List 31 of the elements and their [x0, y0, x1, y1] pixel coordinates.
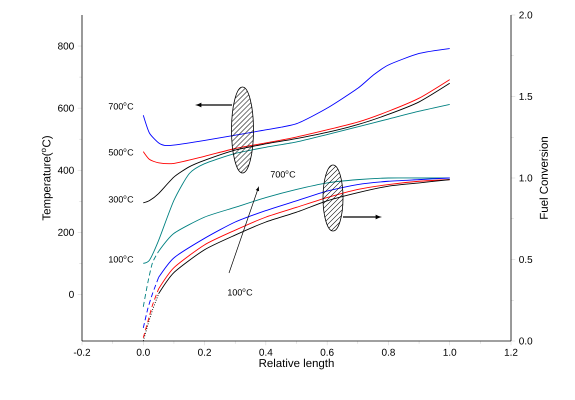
annotation: 100$^{o}$C: [109, 255, 134, 263]
x-tick-label: 0.0: [136, 348, 150, 356]
line-series: [142, 82, 450, 204]
x-tick-label: 1.2: [504, 348, 518, 356]
line-series: [142, 79, 450, 164]
line-series: [142, 48, 450, 146]
y2-tick-label: 1.0: [520, 174, 532, 182]
y2-tick-label: 0.0: [519, 337, 532, 345]
annotation: 700$^{o}$C: [108, 102, 134, 110]
y2-axis-title: Fuel Conversion: [539, 137, 548, 219]
y-tick-label: 800: [58, 42, 74, 50]
x-tick-label: -0.2: [74, 348, 90, 356]
y-tick-label: 200: [58, 228, 74, 236]
y2-tick-label: 2.0: [519, 11, 532, 19]
annotation: 700$^{o}$C: [270, 170, 296, 178]
y-axis-title: Temperature($^{o}$C): [42, 136, 53, 220]
annotation: 100$^{o}$C: [228, 288, 252, 296]
y2-tick-label: 0.5: [519, 256, 532, 264]
y-tick-label: 0: [69, 290, 74, 298]
y-tick-label: 400: [58, 166, 74, 174]
line-series: [142, 104, 450, 264]
y-tick-label: 600: [58, 104, 74, 112]
x-tick-label: 1.0: [444, 348, 456, 356]
y2-tick-label: 1.5: [520, 93, 532, 100]
x-axis-title: Relative length: [260, 358, 334, 370]
x-tick-label: 0.8: [382, 348, 395, 356]
annotation: 500$^{o}$C: [108, 148, 134, 156]
x-tick-label: 0.6: [320, 348, 334, 356]
x-tick-label: 0.4: [259, 348, 272, 356]
x-tick-label: 0.2: [198, 348, 212, 356]
annotation: 300$^{o}$C: [108, 195, 134, 203]
